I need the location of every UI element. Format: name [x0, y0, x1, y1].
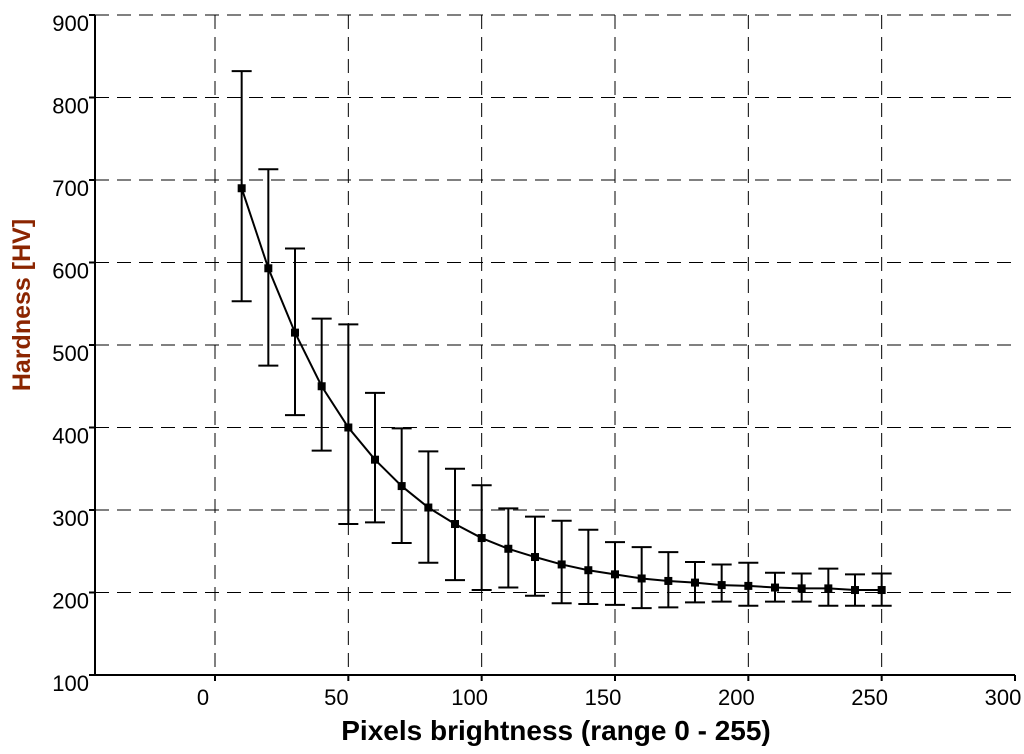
data-point	[797, 584, 806, 593]
data-point	[691, 578, 699, 587]
data-point	[237, 184, 246, 193]
data-point	[744, 581, 753, 590]
data-point	[717, 581, 726, 590]
y-tick-label: 900	[52, 11, 89, 36]
x-tick-label: 0	[197, 685, 209, 710]
data-point	[584, 566, 593, 575]
x-tick-label: 300	[985, 685, 1022, 710]
data-point	[557, 560, 566, 569]
error-bars	[231, 70, 892, 610]
x-tick-label: 250	[851, 685, 888, 710]
y-tick-label: 400	[52, 424, 89, 449]
data-point	[317, 382, 326, 391]
data-point	[424, 503, 433, 512]
y-tick-label: 700	[52, 176, 89, 201]
y-tick-label: 200	[52, 589, 89, 614]
y-axis-ticks: 100 200 300 400 500 600 700 800 900	[52, 11, 95, 696]
data-point	[371, 455, 379, 464]
x-axis-title: Pixels brightness (range 0 - 255)	[341, 715, 771, 746]
x-tick-label: 100	[451, 685, 488, 710]
x-tick-label: 50	[324, 685, 348, 710]
data-point	[397, 482, 406, 491]
data-point	[851, 586, 859, 595]
data-point	[637, 574, 646, 583]
data-point	[664, 576, 673, 585]
data-point	[344, 423, 353, 432]
y-tick-label: 100	[52, 671, 89, 696]
data-point	[771, 583, 779, 592]
x-tick-label: 150	[585, 685, 622, 710]
data-point	[611, 570, 619, 579]
data-point	[477, 534, 486, 543]
y-axis-title: Hardness [HV]	[8, 219, 36, 391]
data-point	[824, 584, 833, 593]
data-point	[264, 264, 273, 273]
y-tick-label: 600	[52, 259, 89, 284]
data-point	[504, 544, 513, 553]
data-point	[291, 328, 299, 337]
x-tick-label: 200	[718, 685, 755, 710]
grid	[95, 14, 1015, 675]
data-points	[237, 184, 886, 595]
y-tick-label: 500	[52, 341, 89, 366]
data-point	[451, 520, 459, 529]
data-point	[531, 553, 539, 562]
x-axis-ticks: 0 50 100 150 200 250 300	[197, 675, 1021, 710]
y-tick-label: 800	[52, 94, 89, 119]
y-tick-label: 300	[52, 506, 89, 531]
data-point	[877, 586, 886, 595]
